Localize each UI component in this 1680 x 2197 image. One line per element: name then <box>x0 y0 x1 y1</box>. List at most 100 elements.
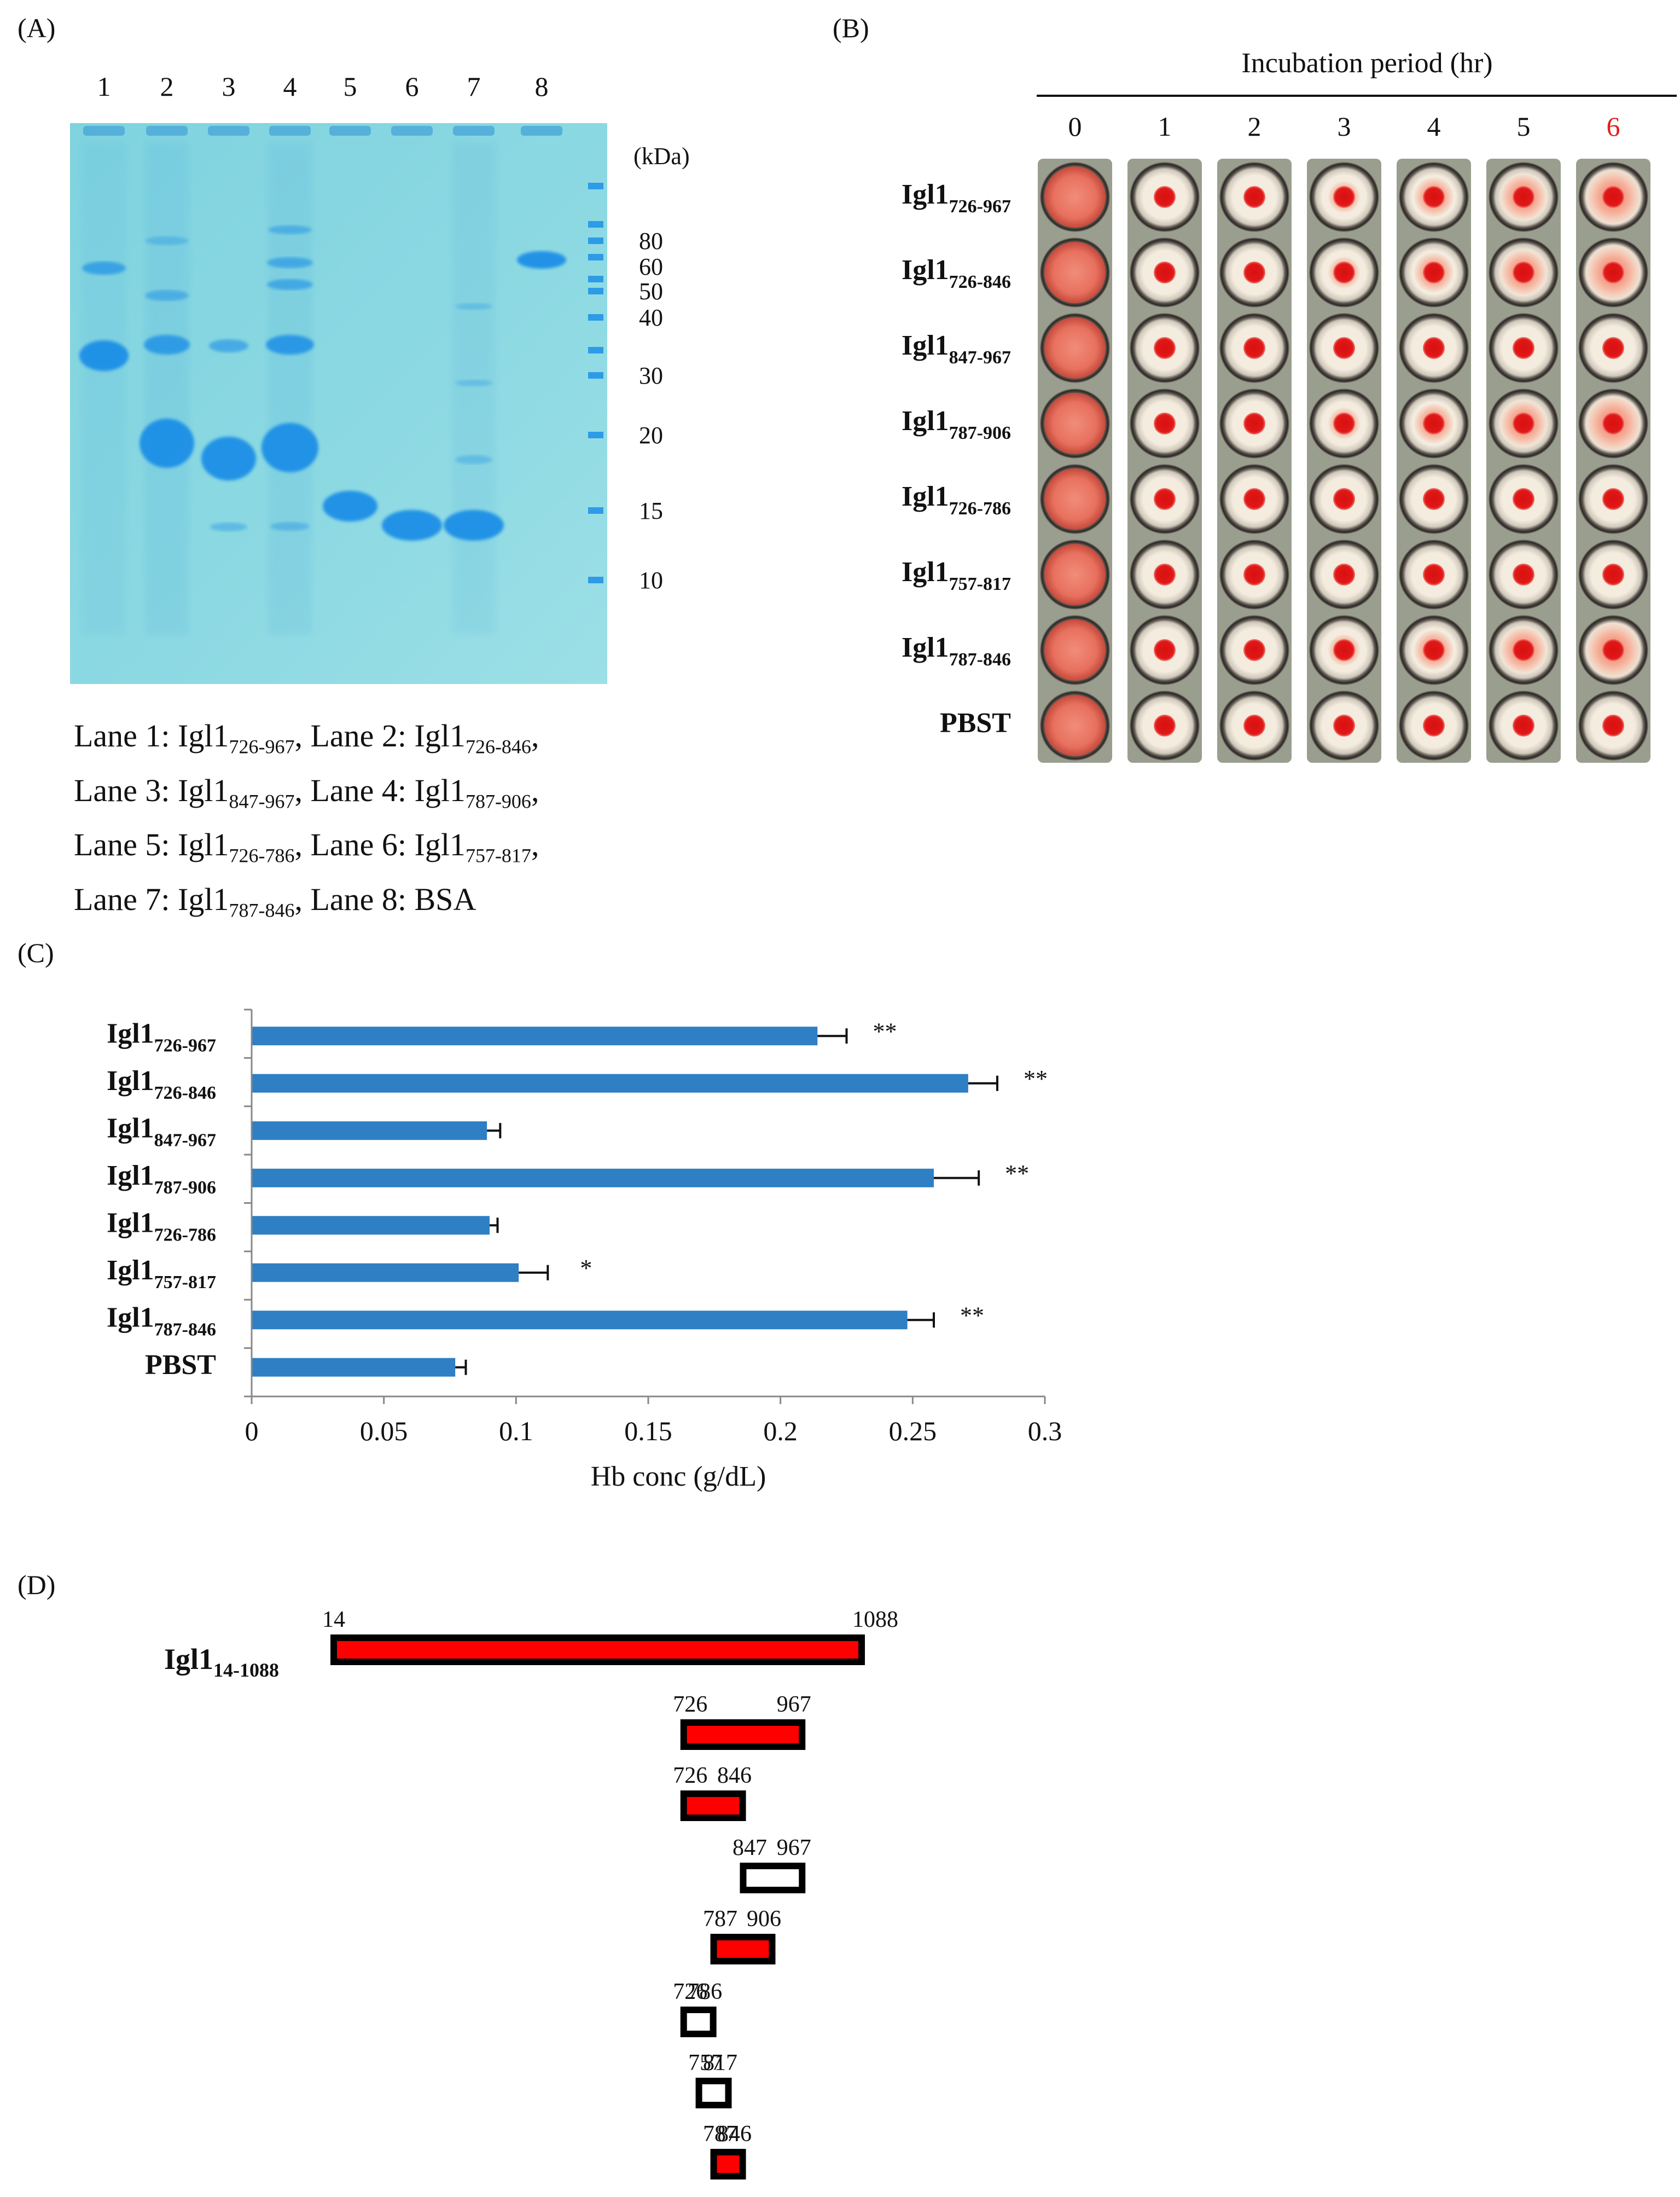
kda-label: (kDa) <box>633 143 690 170</box>
lane-legend-text: Lane 2: Igl1 <box>310 718 466 753</box>
gel-well <box>391 126 433 136</box>
gel-well <box>329 126 371 136</box>
category-label: Igl1847-967 <box>107 1112 216 1150</box>
row-label: Igl1726-846 <box>902 254 1011 292</box>
lane-legend-subscript: 787-906 <box>465 790 531 813</box>
panel-c-label: (C) <box>18 937 54 968</box>
rbc-pellet <box>1333 564 1355 586</box>
rbc-pellet <box>1154 413 1176 434</box>
plate-strip <box>1127 159 1202 763</box>
marker-band <box>588 288 603 294</box>
plate-strip <box>1038 159 1112 763</box>
marker-band <box>588 237 603 244</box>
row-label-name: PBST <box>940 708 1011 739</box>
panel-b-label: (B) <box>833 13 869 43</box>
lane-legend-text: Lane 6: Igl1 <box>310 827 466 863</box>
marker-size-label: 60 <box>639 253 663 280</box>
protein-band <box>144 335 190 355</box>
marker-size-label: 50 <box>639 278 663 305</box>
hemolysis-fill <box>1044 166 1106 228</box>
lane-legend: Lane 1: Igl1726-967, Lane 2: Igl1726-846… <box>74 714 730 932</box>
marker-band <box>588 276 603 282</box>
rbc-pellet <box>1513 564 1534 586</box>
hour-label: 5 <box>1517 111 1531 142</box>
rbc-pellet <box>1243 564 1265 586</box>
marker-band <box>588 347 603 353</box>
category-label-name: Igl1 <box>107 1065 154 1097</box>
hemolysis-fill <box>1044 242 1106 303</box>
protein-band <box>209 339 248 352</box>
protein-band <box>270 522 310 531</box>
construct-end-label: 846 <box>717 2121 752 2147</box>
construct-end-label: 967 <box>777 1835 811 1860</box>
hemolysis-fill <box>1044 695 1106 756</box>
lane-number: 4 <box>283 71 297 102</box>
plate-strip <box>1307 159 1381 763</box>
x-tick-label: 0.25 <box>889 1416 937 1446</box>
row-label: Igl1787-846 <box>902 632 1011 670</box>
rbc-pellet <box>1333 488 1355 510</box>
construct-bar-active <box>330 1634 865 1665</box>
protein-band <box>455 303 492 310</box>
rbc-pellet <box>1243 488 1265 510</box>
rbc-pellet <box>1243 337 1265 359</box>
panel-d-construct-map: Igl114-1088 14 1088 726 967 726 846 847 967 787 9… <box>164 1607 898 2179</box>
rbc-pellet <box>1602 639 1624 661</box>
row-label-name: Igl1 <box>902 481 949 512</box>
lane-legend-text: Lane 8: BSA <box>310 881 476 917</box>
rbc-pellet <box>1423 413 1445 434</box>
lane-legend-subscript: 757-817 <box>465 844 531 867</box>
row-label: Igl1847-967 <box>902 330 1011 368</box>
construct-start-label: 847 <box>733 1835 767 1860</box>
lane-legend-separator: , <box>531 772 539 808</box>
rbc-pellet <box>1513 337 1534 359</box>
plate-strip <box>1576 159 1650 763</box>
gel-well <box>521 126 562 136</box>
gel-smear <box>268 142 312 635</box>
row-label-subscript: 787-846 <box>949 650 1011 670</box>
category-label-name: Igl1 <box>107 1018 154 1049</box>
plate-strip <box>1397 159 1471 763</box>
lane-legend-text: Lane 7: Igl1 <box>74 881 229 917</box>
lane-legend-entry: Lane 6: Igl1757-817, <box>310 827 539 867</box>
marker-band <box>588 254 603 260</box>
rbc-pellet <box>1243 186 1265 208</box>
row-label: Igl1726-786 <box>902 481 1011 519</box>
category-label: Igl1787-906 <box>107 1160 216 1198</box>
rbc-pellet <box>1602 413 1624 434</box>
category-label-subscript: 726-786 <box>154 1225 216 1245</box>
lane-number: 7 <box>467 71 481 102</box>
row-label: Igl1726-967 <box>902 179 1011 217</box>
construct-end-label: 817 <box>703 2050 737 2076</box>
construct-end-label: 967 <box>777 1692 811 1717</box>
rbc-pellet <box>1423 715 1445 737</box>
row-label: Igl1787-906 <box>902 405 1011 443</box>
panel-c-bar-chart: ********* Igl1726-967Igl1726-846Igl1847-… <box>107 1008 1062 1492</box>
x-tick-label: 0.15 <box>624 1416 672 1446</box>
category-label-subscript: 787-906 <box>154 1178 216 1198</box>
protein-band <box>267 257 313 268</box>
lane-number: 6 <box>405 71 419 102</box>
rbc-pellet <box>1243 262 1265 283</box>
rbc-pellet <box>1602 337 1624 359</box>
protein-band <box>268 225 312 234</box>
bar <box>252 1263 519 1282</box>
row-label-subscript: 726-967 <box>949 196 1011 217</box>
panel-d-label: (D) <box>18 1569 56 1600</box>
lane-legend-subscript: 726-786 <box>229 844 295 867</box>
row-label-name: Igl1 <box>902 330 949 361</box>
row-label-subscript: 726-786 <box>949 498 1011 519</box>
rbc-pellet <box>1423 337 1445 359</box>
rbc-pellet <box>1243 715 1265 737</box>
lane-legend-separator: , <box>294 827 311 863</box>
rbc-pellet <box>1602 186 1624 208</box>
chart-x-axis-label: Hb conc (g/dL) <box>591 1461 766 1492</box>
rbc-pellet <box>1423 488 1445 510</box>
protein-band <box>267 279 313 290</box>
lane-number: 8 <box>535 71 549 102</box>
category-label: Igl1726-786 <box>107 1207 216 1245</box>
bar <box>252 1121 487 1140</box>
rbc-pellet <box>1243 413 1265 434</box>
construct-bar-inactive <box>680 2007 717 2037</box>
